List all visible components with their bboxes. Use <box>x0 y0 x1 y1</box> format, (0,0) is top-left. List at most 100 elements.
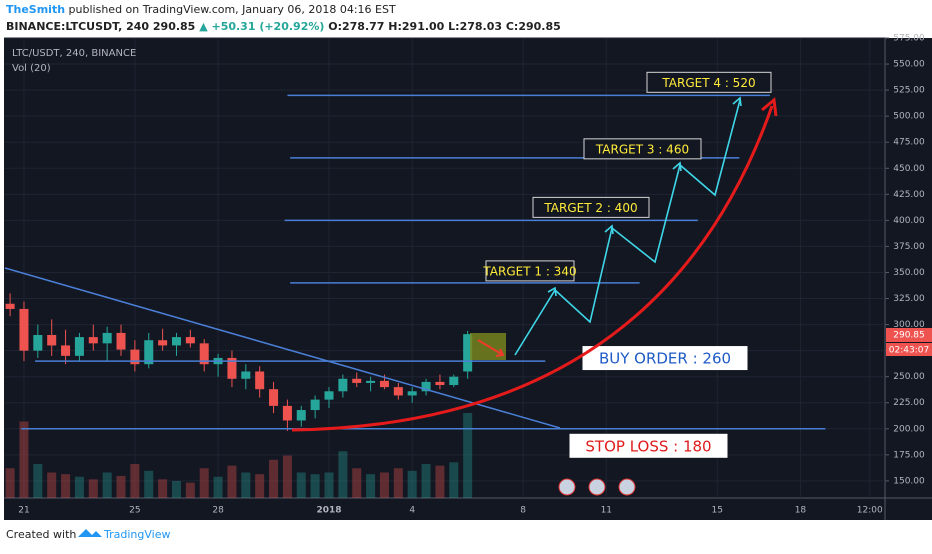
candle-body <box>435 381 445 386</box>
volume-bar <box>449 462 459 498</box>
event-icon[interactable] <box>558 478 576 496</box>
x-tick-label: 8 <box>520 506 526 516</box>
event-icon[interactable] <box>618 478 636 496</box>
header-line: TheSmith published on TradingView.com, J… <box>6 3 396 16</box>
volume-bar <box>393 468 403 498</box>
y-tick-label: 500.00 <box>893 112 925 122</box>
volume-bar <box>185 482 195 498</box>
candle-body <box>379 380 389 388</box>
candle-body <box>61 345 71 356</box>
x-tick-label: 11 <box>601 506 612 516</box>
logo <box>78 529 102 537</box>
curve-head <box>761 97 778 117</box>
zigzag-heads <box>547 96 742 297</box>
countdown: 02:43:07 <box>889 346 929 356</box>
event-icon[interactable] <box>588 478 606 496</box>
candle-body <box>5 303 15 309</box>
candle-body <box>269 389 279 406</box>
volume-bar <box>296 472 306 498</box>
path-zigzag <box>514 99 741 356</box>
candle-body <box>74 337 84 356</box>
candle-body <box>47 335 57 346</box>
level-label: BUY ORDER : 260 <box>599 350 731 368</box>
candle-body <box>255 371 265 390</box>
volume-bar <box>130 464 140 498</box>
level-label: TARGET 3 : 460 <box>595 142 689 156</box>
volume-bar <box>379 472 389 498</box>
y-tick-label: 450.00 <box>893 164 925 174</box>
candle-body <box>171 337 181 346</box>
chart-area <box>4 38 932 520</box>
candle-body <box>102 332 112 344</box>
y-tick-label: 475.00 <box>893 138 925 148</box>
volume-bar <box>199 468 209 498</box>
level-label: TARGET 2 : 400 <box>543 201 637 215</box>
candle-body <box>463 334 473 372</box>
level-label: STOP LOSS : 180 <box>585 437 711 455</box>
level-label: TARGET 4 : 520 <box>661 76 755 90</box>
volume-bar <box>116 475 126 498</box>
candle-body <box>338 378 348 392</box>
candle-body <box>310 399 320 411</box>
volume-bar <box>33 464 43 498</box>
volume-label: Vol (20) <box>12 63 51 74</box>
candle-body <box>144 340 154 365</box>
volume-bar <box>282 455 292 498</box>
volume-bar <box>435 465 445 498</box>
level-label: TARGET 1 : 340 <box>482 264 576 278</box>
volume-bar <box>158 479 168 498</box>
volume-bar <box>421 464 431 498</box>
volume-bar <box>102 472 112 498</box>
y-tick-label: 325.00 <box>893 294 925 304</box>
volume-pane <box>5 413 473 498</box>
y-tick-label: 425.00 <box>893 190 925 200</box>
countdown-box <box>886 343 932 356</box>
volume-bar <box>241 472 251 498</box>
price-tag: 290.85 <box>893 331 925 341</box>
candle-body <box>33 335 43 351</box>
level-label-box <box>583 138 702 160</box>
level-label-box <box>532 196 650 218</box>
candles <box>5 293 473 431</box>
candle-body <box>158 340 168 346</box>
ohlc: O:278.77 H:291.00 L:278.03 C:290.85 <box>328 20 561 33</box>
annotations: TARGET 1 : 340 TARGET 2 : 400 TARGET 3 : 4… <box>21 71 826 458</box>
x-tick-label: 15 <box>712 506 723 516</box>
candle-body <box>199 343 209 365</box>
y-tick-label: 525.00 <box>893 86 925 96</box>
candle-body <box>282 405 292 421</box>
last: 290.85 <box>153 20 195 33</box>
x-tick-label: 28 <box>212 506 224 516</box>
price-tag-box <box>886 328 932 342</box>
footer-created: Created with <box>6 528 76 541</box>
symbol: BINANCE:LTCUSDT, 240 <box>6 20 149 33</box>
volume-bar <box>5 468 15 498</box>
volume-bar <box>144 470 154 498</box>
volume-bar <box>227 465 237 498</box>
candle-body <box>116 332 126 350</box>
volume-bar <box>407 470 417 498</box>
chart-title: LTC/USDT, 240, BINANCE <box>12 48 136 59</box>
y-tick-label: 225.00 <box>893 398 925 408</box>
volume-bar <box>324 472 334 498</box>
candle-body <box>227 357 237 379</box>
volume-bar <box>61 474 71 498</box>
volume-bar <box>310 474 320 498</box>
candle-body <box>88 337 98 344</box>
candle-body <box>241 371 251 379</box>
volume-bar <box>88 479 98 498</box>
x-tick-label: 25 <box>129 506 140 516</box>
author[interactable]: TheSmith <box>6 3 65 16</box>
y-tick-label: 400.00 <box>893 216 925 226</box>
published: published on TradingView.com, January 06… <box>69 3 396 16</box>
volume-bar <box>74 476 84 498</box>
change: ▲ +50.31 (+20.92%) <box>199 20 324 33</box>
volume-bar <box>338 451 348 498</box>
quote-line: BINANCE:LTCUSDT, 240 290.85 ▲ +50.31 (+2… <box>6 20 561 33</box>
candle-body <box>407 391 417 396</box>
footer-brand[interactable]: TradingView <box>103 528 170 541</box>
x-tick-label: 12:00 <box>857 506 883 516</box>
volume-bar <box>255 474 265 498</box>
